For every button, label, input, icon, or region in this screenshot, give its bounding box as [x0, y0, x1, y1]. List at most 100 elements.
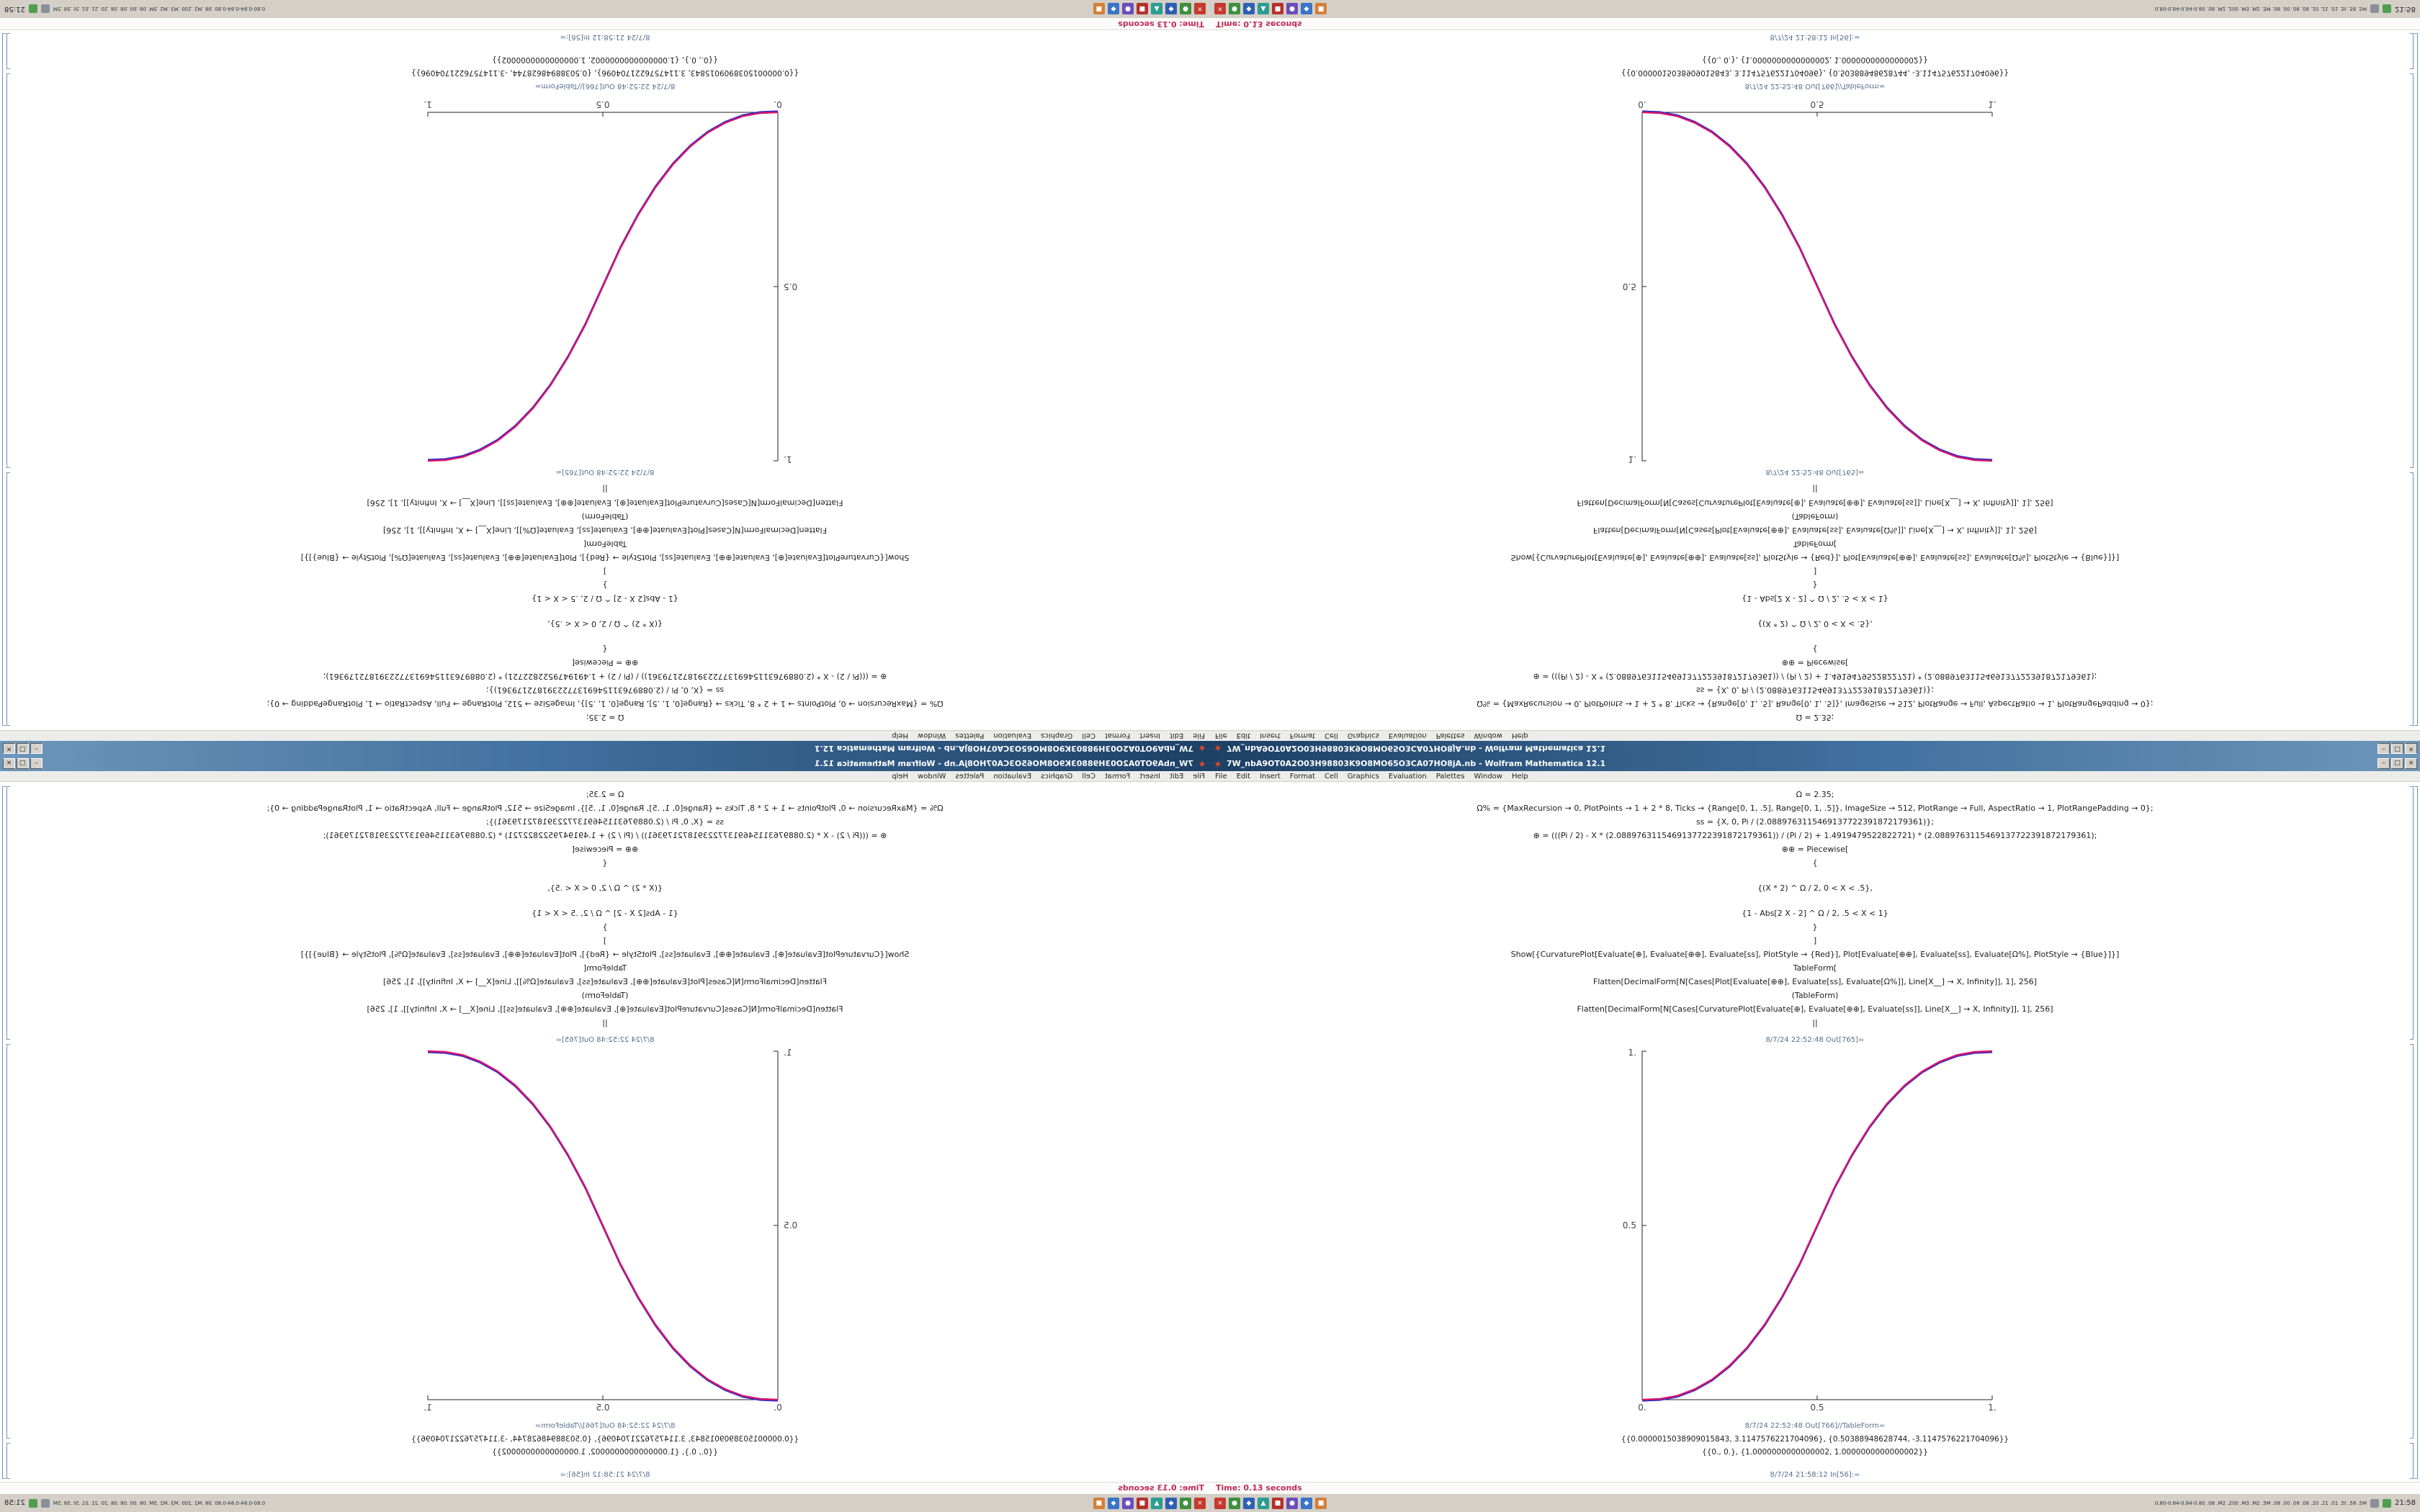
code-line[interactable]: Ω = 2.35; — [1796, 790, 1834, 799]
close-button[interactable]: × — [3, 758, 15, 769]
menu-window[interactable]: Window — [1474, 732, 1502, 740]
tray-shield-icon[interactable] — [28, 4, 37, 14]
tray-network-icon[interactable] — [40, 4, 50, 14]
minimize-button[interactable]: – — [30, 743, 42, 754]
taskbar-app-teal-icon[interactable]: ▲ — [1258, 3, 1269, 15]
menu-evaluation[interactable]: Evaluation — [1388, 732, 1427, 740]
code-line[interactable]: Flatten[DecimalForm[N[Cases[Plot[Evaluat… — [1593, 977, 2037, 986]
taskbar-app-green-icon[interactable]: ● — [1180, 3, 1191, 15]
menu-palettes[interactable]: Palettes — [955, 772, 985, 780]
maximize-button[interactable]: □ — [17, 758, 29, 769]
window-titlebar[interactable]: ★ 7W_nbA9OT0A2O03H98803K9O8MO65O3CA07HO8… — [1210, 741, 2420, 756]
menu-help[interactable]: Help — [1511, 732, 1528, 740]
minimize-button[interactable]: – — [2378, 743, 2390, 754]
close-button[interactable]: × — [3, 743, 15, 754]
code-line[interactable]: {(X * 2) ^ Ω / 2, 0 < X < .5}, — [1757, 883, 1873, 893]
code-line[interactable]: (TableForm) — [1791, 991, 1839, 1000]
cell-group-bracket[interactable] — [2414, 33, 2418, 726]
input-cell-bracket[interactable] — [2410, 472, 2414, 726]
menu-cell[interactable]: Cell — [1082, 732, 1095, 740]
code-line[interactable]: ⊕ = (((Pi / 2) - X * (2.0889763115469137… — [323, 831, 887, 840]
menu-edit[interactable]: Edit — [1169, 732, 1184, 740]
code-line[interactable]: Flatten[DecimalForm[N[Cases[CurvaturePlo… — [1577, 1004, 2053, 1014]
taskbar-app-orange-icon[interactable]: ■ — [1315, 3, 1327, 15]
taskbar-app-blue-icon[interactable]: ◆ — [1243, 3, 1255, 15]
code-line[interactable]: ss = {X, 0, Pi / (2.08897631154691377223… — [485, 817, 725, 827]
menu-help[interactable]: Help — [892, 772, 909, 780]
tray-network-icon[interactable] — [2370, 1498, 2380, 1508]
taskbar-app-teal-icon[interactable]: ▲ — [1151, 1497, 1162, 1509]
code-line[interactable]: Flatten[DecimalForm[N[Cases[Plot[Evaluat… — [383, 977, 827, 986]
taskbar-app-blue-2-icon[interactable]: ◆ — [1108, 3, 1119, 15]
code-line[interactable]: ⊕⊕ = Piecewise[ — [571, 845, 639, 854]
code-line[interactable]: || — [602, 485, 608, 494]
close-button[interactable]: × — [2405, 743, 2417, 754]
menu-edit[interactable]: Edit — [1236, 732, 1251, 740]
code-line[interactable]: Ω% = {MaxRecursion → 0, PlotPoints → 1 +… — [266, 699, 944, 708]
taskbar-app-red-2-icon[interactable]: ■ — [1272, 1497, 1283, 1509]
code-line[interactable]: ⊕ = (((Pi / 2) - X * (2.0889763115469137… — [1533, 831, 2097, 840]
tray-shield-icon[interactable] — [28, 1498, 37, 1508]
plot-cell-bracket[interactable] — [6, 1044, 10, 1439]
code-line[interactable]: Ω = 2.35; — [586, 790, 624, 799]
cell-group-bracket[interactable] — [2, 33, 6, 726]
menu-cell[interactable]: Cell — [1325, 732, 1338, 740]
code-line[interactable]: Show[{CurvaturePlot[Evaluate[⊕], Evaluat… — [1510, 950, 2120, 959]
code-line[interactable]: ] — [603, 936, 607, 945]
taskbar-app-teal-icon[interactable]: ▲ — [1151, 3, 1162, 15]
code-line[interactable]: ss = {X, 0, Pi / (2.08897631154691377223… — [485, 685, 725, 695]
code-line[interactable]: Flatten[DecimalForm[N[Cases[Plot[Evaluat… — [1593, 526, 2037, 535]
taskbar-app-purple-icon[interactable]: ● — [1286, 1497, 1298, 1509]
menu-format[interactable]: Format — [1289, 772, 1316, 780]
menu-file[interactable]: File — [1215, 732, 1227, 740]
code-line[interactable]: {1 - Abs[2 X - 2] ^ Ω / 2, .5 < X < 1} — [532, 909, 678, 918]
code-line[interactable]: {(X * 2) ^ Ω / 2, 0 < X < .5}, — [547, 619, 663, 629]
taskbar-app-teal-icon[interactable]: ▲ — [1258, 1497, 1269, 1509]
code-line[interactable]: || — [602, 1018, 608, 1027]
code-line[interactable]: {(X * 2) ^ Ω / 2, 0 < X < .5}, — [1757, 619, 1873, 629]
code-line[interactable]: ⊕⊕ = Piecewise[ — [1781, 658, 1849, 667]
code-line[interactable]: || — [1812, 485, 1818, 494]
code-line[interactable]: TableForm[ — [1793, 539, 1837, 549]
code-line[interactable]: ⊕ = (((Pi / 2) - X * (2.0889763115469137… — [1533, 672, 2097, 681]
taskbar-app-purple-icon[interactable]: ● — [1122, 3, 1134, 15]
os-taskbar[interactable]: × ● ◆ ▲ ■ ● ◆ ■ 0.80-0.84-0.84-0.80 .08 .M2 .20… — [0, 0, 1210, 19]
menu-graphics[interactable]: Graphics — [1347, 732, 1379, 740]
code-line[interactable]: } — [602, 922, 608, 932]
os-taskbar[interactable]: × ● ◆ ▲ ■ ● ◆ ■ 0.80-0.84-0.84-0.80 .08 .M2 .20… — [1210, 0, 2420, 19]
code-line[interactable]: { — [1812, 644, 1818, 654]
code-line[interactable]: ⊕⊕ = Piecewise[ — [1781, 845, 1849, 854]
code-line[interactable]: ] — [603, 567, 607, 576]
code-line[interactable]: ⊕ = (((Pi / 2) - X * (2.0889763115469137… — [323, 672, 887, 681]
tray-shield-icon[interactable] — [2383, 1498, 2392, 1508]
code-line[interactable]: TableForm[ — [583, 539, 627, 549]
taskbar-app-green-icon[interactable]: ● — [1180, 1497, 1191, 1509]
menu-insert[interactable]: Insert — [1260, 732, 1281, 740]
menu-file[interactable]: File — [1193, 732, 1205, 740]
minimize-button[interactable]: – — [30, 758, 42, 769]
taskbar-app-orange-icon[interactable]: ■ — [1093, 3, 1105, 15]
menu-palettes[interactable]: Palettes — [955, 732, 985, 740]
cell-group-bracket[interactable] — [2414, 786, 2418, 1479]
code-line[interactable]: Ω = 2.35; — [1796, 713, 1834, 722]
code-line[interactable]: || — [1812, 1018, 1818, 1027]
code-line[interactable]: Ω = 2.35; — [586, 713, 624, 722]
menu-evaluation[interactable]: Evaluation — [993, 732, 1032, 740]
input-cell-bracket[interactable] — [6, 786, 10, 1040]
taskbar-app-orange-icon[interactable]: ■ — [1093, 1497, 1105, 1509]
maximize-button[interactable]: □ — [2391, 758, 2403, 769]
code-line[interactable]: Flatten[DecimalForm[N[Cases[CurvaturePlo… — [367, 498, 843, 508]
taskbar-app-orange-icon[interactable]: ■ — [1315, 1497, 1327, 1509]
code-line[interactable]: {(X * 2) ^ Ω / 2, 0 < X < .5}, — [547, 883, 663, 893]
code-line[interactable]: Flatten[DecimalForm[N[Cases[CurvaturePlo… — [1577, 498, 2053, 508]
table-cell-bracket[interactable] — [6, 1443, 10, 1479]
code-line[interactable]: (TableForm) — [581, 991, 629, 1000]
code-line[interactable]: {1 - Abs[2 X - 2] ^ Ω / 2, .5 < X < 1} — [1742, 909, 1888, 918]
menu-file[interactable]: File — [1215, 772, 1227, 780]
code-line[interactable]: TableForm[ — [1793, 963, 1837, 973]
tray-network-icon[interactable] — [40, 1498, 50, 1508]
taskbar-app-blue-icon[interactable]: ◆ — [1165, 1497, 1177, 1509]
table-cell-bracket[interactable] — [2410, 1443, 2414, 1479]
code-line[interactable]: } — [1812, 922, 1818, 932]
taskbar-app-red-icon[interactable]: × — [1214, 3, 1226, 15]
